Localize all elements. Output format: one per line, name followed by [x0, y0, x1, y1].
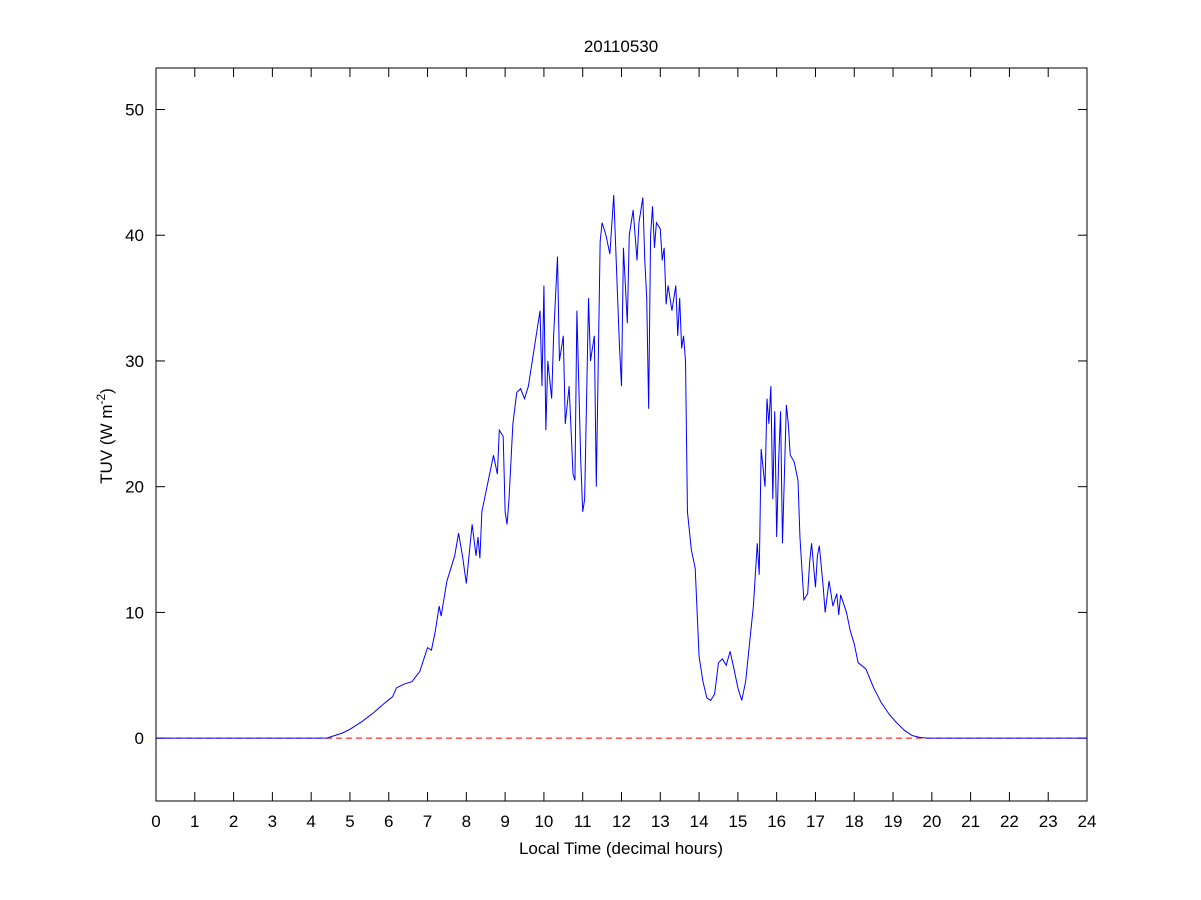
x-tick-label: 23	[1039, 812, 1058, 831]
x-tick-label: 1	[190, 812, 199, 831]
data-line	[156, 194, 1087, 739]
x-tick-label: 22	[1000, 812, 1019, 831]
x-tick-label: 15	[728, 812, 747, 831]
x-tick-label: 2	[229, 812, 238, 831]
x-tick-label: 7	[423, 812, 432, 831]
x-tick-label: 24	[1078, 812, 1097, 831]
y-label-end: )	[97, 388, 116, 394]
x-tick-label: 10	[534, 812, 553, 831]
x-axis-label: Local Time (decimal hours)	[519, 839, 723, 858]
plot-frame	[155, 67, 1088, 802]
y-tick-label: 30	[125, 352, 144, 371]
y-axis-label: TUV (W m-2)	[94, 388, 116, 484]
x-tick-label: 12	[612, 812, 631, 831]
x-tick-label: 6	[384, 812, 393, 831]
x-tick-label: 4	[306, 812, 315, 831]
y-tick-label: 50	[125, 100, 144, 119]
y-tick-label: 20	[125, 478, 144, 497]
x-tick-label: 21	[961, 812, 980, 831]
x-tick-label: 14	[690, 812, 709, 831]
x-tick-label: 5	[345, 812, 354, 831]
x-tick-label: 13	[651, 812, 670, 831]
x-tick-label: 0	[151, 812, 160, 831]
y-tick-label: 0	[135, 729, 144, 748]
x-tick-label: 11	[574, 812, 592, 831]
y-label-sup: -2	[94, 394, 108, 405]
x-tick-label: 20	[922, 812, 941, 831]
y-tick-label: 10	[125, 603, 144, 622]
x-tick-label: 16	[767, 812, 786, 831]
x-tick-label: 18	[845, 812, 864, 831]
y-label-text: TUV (W m	[97, 405, 116, 484]
y-tick-label: 40	[125, 226, 144, 245]
x-tick-label: 17	[806, 812, 825, 831]
chart-title: 20110530	[584, 37, 658, 56]
x-tick-label: 9	[500, 812, 509, 831]
x-tick-label: 8	[462, 812, 471, 831]
x-tick-label: 19	[884, 812, 903, 831]
x-tick-label: 3	[268, 812, 277, 831]
